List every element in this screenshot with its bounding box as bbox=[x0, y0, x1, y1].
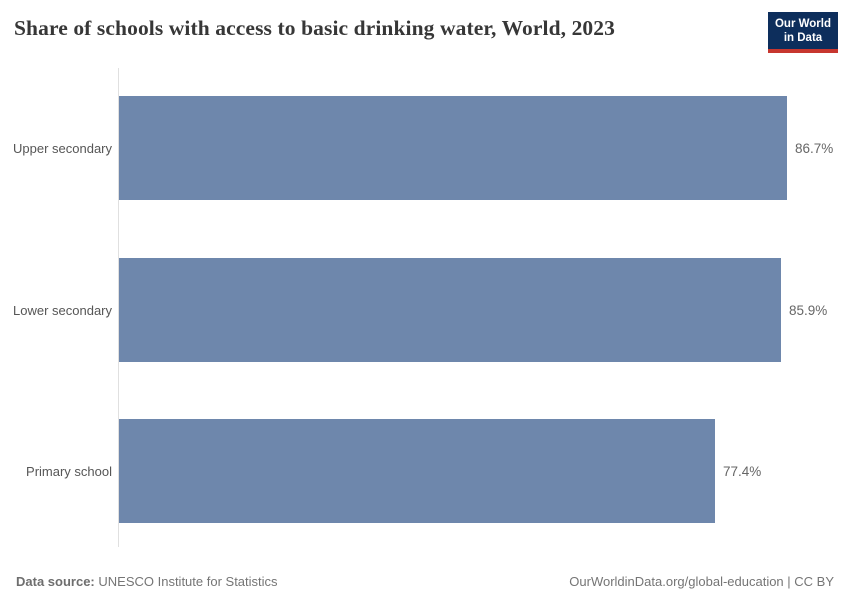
value-label-lower-secondary: 85.9% bbox=[789, 302, 828, 318]
data-source-note: Data source: UNESCO Institute for Statis… bbox=[16, 574, 278, 589]
owid-citation-link[interactable]: OurWorldinData.org/global-education | CC… bbox=[569, 574, 834, 589]
bar-row-lower-secondary: Lower secondary 85.9% bbox=[0, 258, 850, 362]
bar-row-upper-secondary: Upper secondary 86.7% bbox=[0, 96, 850, 200]
category-label-primary-school: Primary school bbox=[26, 463, 112, 479]
bar-row-primary-school: Primary school 77.4% bbox=[0, 419, 850, 523]
y-axis-line bbox=[118, 68, 119, 547]
category-label-upper-secondary: Upper secondary bbox=[13, 140, 112, 156]
bar-chart: Upper secondary 86.7% Lower secondary 85… bbox=[0, 68, 850, 547]
value-label-primary-school: 77.4% bbox=[723, 463, 762, 479]
bar-upper-secondary[interactable] bbox=[119, 96, 787, 200]
owid-logo-line1: Our World bbox=[774, 18, 831, 30]
category-label-lower-secondary: Lower secondary bbox=[13, 302, 112, 318]
page-title: Share of schools with access to basic dr… bbox=[14, 16, 615, 40]
data-source-value: UNESCO Institute for Statistics bbox=[98, 574, 278, 589]
value-label-upper-secondary: 86.7% bbox=[795, 140, 834, 156]
owid-logo-line2: in Data bbox=[783, 32, 823, 44]
data-source-label: Data source: bbox=[16, 574, 95, 589]
bar-lower-secondary[interactable] bbox=[119, 258, 781, 362]
owid-logo[interactable]: Our World in Data bbox=[768, 12, 838, 53]
bar-primary-school[interactable] bbox=[119, 419, 715, 523]
